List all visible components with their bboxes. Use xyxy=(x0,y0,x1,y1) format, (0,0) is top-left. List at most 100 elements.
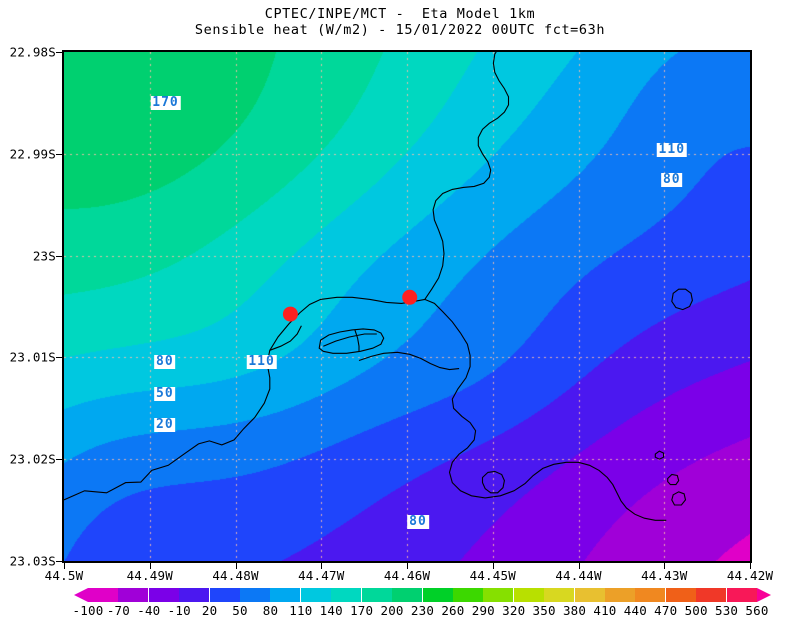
colorbar-cell xyxy=(88,588,119,602)
chart-subtitle: Sensible heat (W/m2) - 15/01/2022 00UTC … xyxy=(194,22,606,38)
colorbar-tick-label: 290 xyxy=(471,603,495,618)
y-axis-tick-label: 23.02S xyxy=(9,451,56,467)
contour-label: 20 xyxy=(154,417,176,433)
colorbar-cell xyxy=(361,588,393,602)
colorbar-tick-label: 530 xyxy=(714,603,739,618)
colorbar-tick-label: 140 xyxy=(319,603,343,618)
coastline xyxy=(671,288,693,311)
y-axis-tick xyxy=(56,52,62,53)
coastline xyxy=(667,473,680,486)
colorbar-tick-label: 200 xyxy=(380,603,404,618)
colorbar-tick-label: 380 xyxy=(562,603,587,618)
colorbar-cell xyxy=(483,588,515,602)
colorbar-tick-label: -100 xyxy=(72,603,104,618)
map-plot-area[interactable] xyxy=(62,50,752,563)
colorbar-cell xyxy=(696,588,728,602)
colorbar-cell xyxy=(148,588,180,602)
y-axis-tick-label: 23S xyxy=(32,248,56,264)
x-axis-tick xyxy=(321,563,323,569)
chart-title: CPTEC/INPE/MCT - Eta Model 1km xyxy=(264,6,536,22)
x-axis-tick xyxy=(492,563,494,569)
coastline xyxy=(481,470,505,494)
colorbar-cell xyxy=(300,588,332,602)
colorbar-tick-label: -70 xyxy=(106,603,130,618)
colorbar-cell xyxy=(665,588,697,602)
station-marker[interactable] xyxy=(282,306,298,322)
colorbar-cell xyxy=(544,588,576,602)
colorbar-cell xyxy=(513,588,545,602)
colorbar-cell xyxy=(331,588,363,602)
x-axis-tick xyxy=(235,563,237,569)
x-axis-tick-label: 44.43W xyxy=(641,568,688,583)
y-axis-tick-label: 22.98S xyxy=(9,44,56,60)
x-axis-tick-label: 44.49W xyxy=(126,568,173,583)
colorbar-tick-label: 560 xyxy=(745,603,769,618)
x-axis-tick-label: 44.45W xyxy=(469,568,516,583)
x-axis-tick-label: 44.5W xyxy=(44,568,84,583)
colorbar-cell xyxy=(452,588,484,602)
coastline xyxy=(318,328,385,354)
coastline xyxy=(654,450,665,460)
contour-label: 110 xyxy=(656,142,688,158)
colorbar-tick-label: 110 xyxy=(289,603,313,618)
coastline xyxy=(354,329,360,352)
x-axis-tick xyxy=(664,563,666,569)
colorbar-tick-label: 470 xyxy=(654,603,678,618)
colorbar-tick-label: 20 xyxy=(201,603,218,618)
x-axis-tick-label: 44.46W xyxy=(383,568,431,583)
colorbar-extend-high xyxy=(757,588,771,602)
x-axis-tick-label: 44.44W xyxy=(555,568,602,583)
colorbar-cell xyxy=(179,588,211,602)
colorbar-tick-label: 320 xyxy=(502,603,526,618)
sensible-heat-field xyxy=(64,52,750,561)
colorbar-extend-low xyxy=(74,588,88,602)
y-axis-tick-label: 22.99S xyxy=(9,146,56,162)
y-axis-tick xyxy=(56,561,62,562)
colorbar[interactable]: -100 -70 -40 -10 20 50 80 110 140 170 200 230 260 290… xyxy=(0,588,800,618)
colorbar-tick-label: 80 xyxy=(262,603,279,618)
y-axis-tick-label: 23.01S xyxy=(9,349,56,365)
colorbar-tick-label: 500 xyxy=(684,603,708,618)
colorbar-cell xyxy=(604,588,636,602)
colorbar-tick-label: -40 xyxy=(137,603,161,618)
coastline xyxy=(358,351,460,371)
colorbar-cell xyxy=(240,588,272,602)
contour-label: 80 xyxy=(154,354,176,370)
y-axis-tick xyxy=(56,153,62,155)
x-axis-tick xyxy=(407,563,408,569)
y-axis-tick xyxy=(56,255,62,257)
station-marker[interactable] xyxy=(402,289,418,305)
contour-label: 80 xyxy=(660,171,683,187)
colorbar-cell xyxy=(118,588,150,602)
colorbar-cell xyxy=(209,588,241,602)
x-axis-tick-label: 44.47W xyxy=(298,568,345,583)
coastline xyxy=(323,333,377,347)
colorbar-cell xyxy=(574,588,606,602)
x-axis-tick-label: 44.48W xyxy=(212,568,259,583)
contour-label: 110 xyxy=(246,354,277,370)
contour-label: 80 xyxy=(407,513,429,529)
coastline xyxy=(424,52,510,300)
x-axis-tick xyxy=(750,563,751,569)
colorbar-cell xyxy=(392,588,424,602)
colorbar-tick-label: 50 xyxy=(232,603,248,618)
colorbar-cell xyxy=(726,588,758,602)
contour-label: 50 xyxy=(154,386,176,402)
y-axis-tick xyxy=(56,459,62,461)
colorbar-tick-label: 170 xyxy=(350,603,374,618)
colorbar-tick-label: 230 xyxy=(410,603,435,618)
colorbar-cell xyxy=(422,588,454,602)
colorbar-tick-label: 410 xyxy=(593,603,617,618)
coastline xyxy=(671,491,687,506)
colorbar-tick-label: 350 xyxy=(532,603,556,618)
colorbar-tick-label: 260 xyxy=(441,603,465,618)
coastline xyxy=(64,296,667,521)
x-axis-tick xyxy=(149,563,151,569)
colorbar-swatches xyxy=(0,588,800,602)
colorbar-cell xyxy=(270,588,302,602)
y-axis-tick-label: 23.03S xyxy=(9,553,56,569)
contour-label: 170 xyxy=(150,94,181,110)
x-axis-tick-label: 44.42W xyxy=(726,568,774,583)
colorbar-tick-label: -10 xyxy=(167,603,191,618)
y-axis-tick xyxy=(56,357,62,359)
